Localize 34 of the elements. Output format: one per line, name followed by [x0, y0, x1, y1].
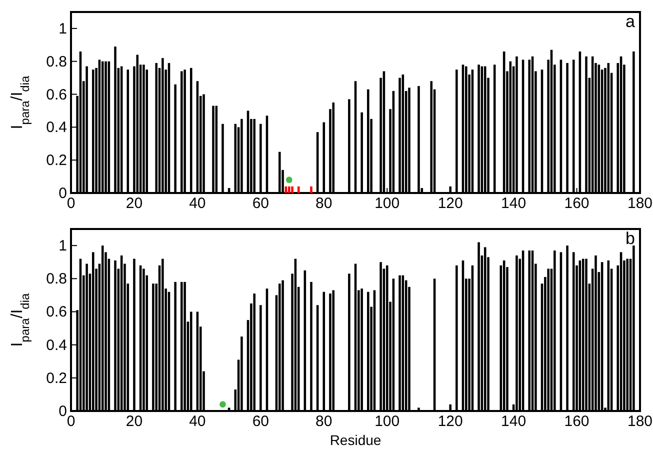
y-tick-label: 0.4 [46, 119, 67, 136]
x-tick-label: 40 [189, 195, 206, 212]
x-tick-label: 180 [627, 195, 653, 212]
x-tick-label: 160 [564, 413, 590, 430]
y-tick-label: 0.6 [46, 304, 67, 321]
x-tick-label: 20 [126, 195, 143, 212]
y-tick-label: 0.4 [46, 336, 67, 354]
x-tick-label: 20 [126, 413, 143, 430]
x-axis-title: Residue [330, 432, 382, 448]
y-tick-label: 0.2 [46, 370, 67, 387]
x-tick-label: 120 [438, 413, 463, 430]
y-tick-label: 0.2 [46, 152, 67, 170]
y-tick-label: 0.6 [46, 86, 67, 104]
bar [310, 186, 312, 193]
x-tick-label: 160 [564, 195, 590, 212]
x-tick-label: 80 [316, 413, 332, 430]
y-tick-label: 1 [58, 238, 67, 255]
x-tick-label: 80 [316, 195, 332, 212]
y-tick-label: 1 [58, 20, 67, 38]
y-tick-label: 0.8 [46, 270, 67, 288]
x-tick-label: 100 [374, 413, 400, 430]
bar [288, 186, 290, 193]
x-tick-label: 60 [252, 413, 270, 430]
x-tick-label: 60 [252, 195, 270, 212]
annotation: b [626, 229, 635, 248]
x-tick-label: 140 [501, 195, 526, 212]
annotation: a [626, 12, 636, 31]
x-tick-label: 120 [438, 195, 463, 212]
bar [291, 186, 294, 193]
y-tick-label: 0.8 [46, 53, 67, 70]
x-tick-label: 180 [627, 413, 653, 430]
x-tick-label: 40 [189, 413, 206, 430]
x-tick-label: 100 [374, 195, 400, 212]
x-tick-label: 140 [501, 413, 526, 430]
